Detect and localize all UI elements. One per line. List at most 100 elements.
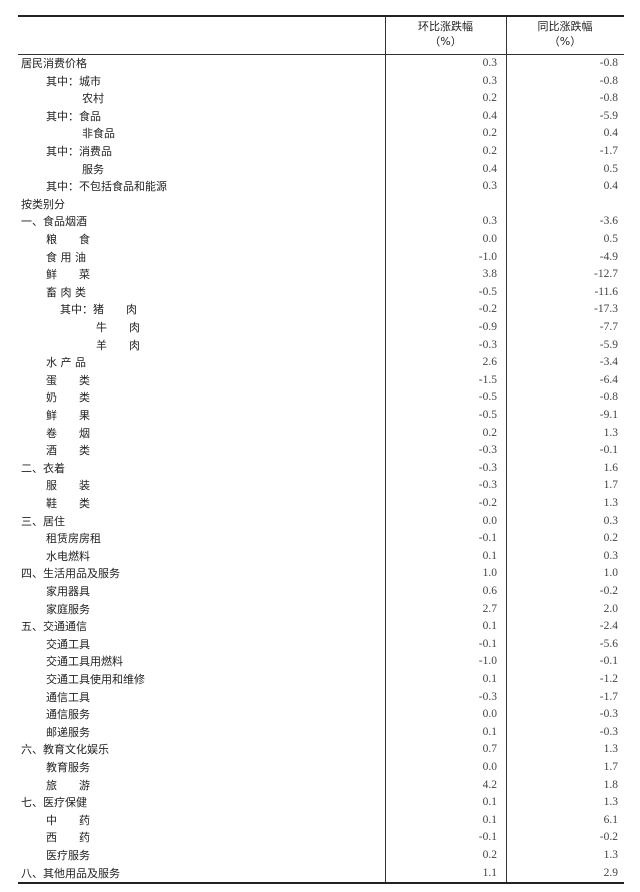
- table-row: 奶 类 -0.5 -0.8: [18, 389, 624, 407]
- row-label: 二、衣着: [21, 461, 65, 475]
- mom-value: 0.3: [482, 57, 497, 69]
- yoy-value: -0.8: [599, 74, 618, 87]
- yoy-value: -11.6: [594, 285, 618, 298]
- column-divider: [385, 17, 386, 882]
- table-row: 西 药 -0.1 -0.2: [18, 829, 624, 847]
- mom-value: -1.0: [478, 250, 497, 263]
- row-label: 卷 烟: [46, 426, 90, 440]
- row-label: 居民消费价格: [21, 57, 87, 70]
- row-label: 西 药: [46, 831, 90, 845]
- table-row: 旅 游 4.2 1.8: [18, 777, 624, 795]
- cpi-table: 环比涨跌幅 （%） 同比涨跌幅 （%） 居民消费价格 0.3 -0.8 其中：城市 0.…: [18, 15, 624, 884]
- row-label: 中 药: [46, 813, 90, 827]
- yoy-value: -0.1: [599, 655, 618, 668]
- table-row: 鲜 果 -0.5 -9.1: [18, 407, 624, 425]
- row-label: 交通工具使用和维修: [46, 673, 145, 686]
- table-row: 酒 类 -0.3 -0.1: [18, 442, 624, 460]
- yoy-value: 1.6: [603, 461, 618, 474]
- mom-value: 1.1: [482, 866, 497, 879]
- table-row: 一、食品烟酒 0.3 -3.6: [18, 213, 624, 231]
- table-row: 其中：不包括食品和能源 0.3 0.4: [18, 178, 624, 196]
- table-row: 水 产 品 2.6 -3.4: [18, 354, 624, 372]
- yoy-value: 6.1: [603, 813, 618, 826]
- table-row: 居民消费价格 0.3 -0.8: [18, 55, 624, 73]
- row-label: 按类别分: [21, 197, 65, 211]
- row-label: 非食品: [82, 127, 115, 141]
- yoy-value: -5.9: [599, 109, 618, 122]
- row-label: 旅 游: [46, 778, 90, 792]
- table-row: 教育服务 0.0 1.7: [18, 759, 624, 777]
- mom-value: 0.4: [482, 162, 497, 175]
- yoy-value: -0.1: [599, 444, 618, 457]
- row-label: 五、交通通信: [21, 620, 87, 634]
- yoy-value: 0.3: [603, 549, 618, 562]
- yoy-value: -5.6: [599, 637, 618, 650]
- row-label: 水电燃料: [46, 549, 90, 563]
- table-row: 其中：食品 0.4 -5.9: [18, 108, 624, 126]
- row-label: 酒 类: [46, 444, 90, 458]
- mom-value: -0.5: [478, 391, 497, 404]
- yoy-value: -1.7: [599, 145, 618, 157]
- row-label: 其中：城市: [46, 74, 101, 88]
- table-row: 畜 肉 类 -0.5 -11.6: [18, 284, 624, 302]
- row-label: 四、生活用品及服务: [21, 567, 120, 581]
- row-label: 服 装: [46, 479, 90, 493]
- table-row: 八、其他用品及服务 1.1 2.9: [18, 865, 624, 883]
- yoy-value: -0.8: [599, 57, 618, 69]
- table-row: 其中：城市 0.3 -0.8: [18, 73, 624, 91]
- row-label: 八、其他用品及服务: [21, 866, 120, 880]
- row-label: 粮 食: [46, 233, 90, 246]
- row-label: 三、居住: [21, 514, 65, 528]
- header-yoy-unit: （%）: [548, 35, 582, 48]
- row-label: 畜 肉 类: [46, 285, 86, 299]
- yoy-value: 0.5: [603, 233, 618, 245]
- header-mom-title: 环比涨跌幅: [418, 20, 473, 33]
- row-label: 其中：食品: [46, 109, 101, 123]
- yoy-value: 1.3: [603, 497, 618, 509]
- yoy-value: -3.4: [599, 356, 618, 369]
- row-label: 牛 肉: [96, 321, 140, 334]
- yoy-value: -0.2: [599, 585, 618, 597]
- yoy-value: -5.9: [599, 338, 618, 351]
- row-label: 通信服务: [46, 708, 90, 722]
- table-row: 三、居住 0.0 0.3: [18, 513, 624, 531]
- row-label: 六、教育文化娱乐: [21, 743, 109, 757]
- row-label: 羊 肉: [96, 338, 140, 352]
- row-label: 奶 类: [46, 391, 90, 405]
- row-label: 鲜 菜: [46, 268, 90, 282]
- table-row: 鞋 类 -0.2 1.3: [18, 495, 624, 513]
- row-label: 租赁房房租: [46, 532, 101, 546]
- mom-value: 0.1: [482, 620, 497, 633]
- mom-value: 0.6: [482, 585, 497, 597]
- row-label: 一、食品烟酒: [21, 215, 87, 229]
- column-divider: [506, 17, 507, 882]
- row-label: 其中：消费品: [46, 145, 112, 158]
- mom-value: -0.3: [478, 461, 497, 474]
- yoy-value: -1.2: [599, 673, 618, 685]
- mom-value: -0.2: [478, 497, 497, 509]
- row-label: 家庭服务: [46, 602, 90, 616]
- yoy-value: -1.7: [599, 690, 618, 703]
- yoy-value: -4.9: [599, 250, 618, 263]
- table-row: 服 装 -0.3 1.7: [18, 477, 624, 495]
- table-row: 交通工具使用和维修 0.1 -1.2: [18, 671, 624, 689]
- table-row: 通信服务 0.0 -0.3: [18, 706, 624, 724]
- yoy-value: -0.8: [599, 391, 618, 404]
- row-label: 邮递服务: [46, 725, 90, 739]
- mom-value: 0.1: [482, 673, 497, 685]
- mom-value: 0.1: [482, 796, 497, 809]
- mom-value: 0.0: [482, 761, 497, 773]
- yoy-value: -0.2: [599, 831, 618, 844]
- mom-value: 0.0: [482, 514, 497, 527]
- row-label: 蛋 类: [46, 373, 90, 387]
- table-row: 中 药 0.1 6.1: [18, 812, 624, 830]
- row-label: 鞋 类: [46, 497, 90, 510]
- table-row: 服务 0.4 0.5: [18, 161, 624, 179]
- row-label: 家用器具: [46, 585, 90, 598]
- table-row: 五、交通通信 0.1 -2.4: [18, 618, 624, 636]
- row-label: 农村: [82, 92, 104, 106]
- mom-value: -0.5: [478, 409, 497, 421]
- table-row: 蛋 类 -1.5 -6.4: [18, 372, 624, 390]
- mom-value: 0.3: [482, 74, 497, 87]
- yoy-value: -12.7: [594, 268, 618, 281]
